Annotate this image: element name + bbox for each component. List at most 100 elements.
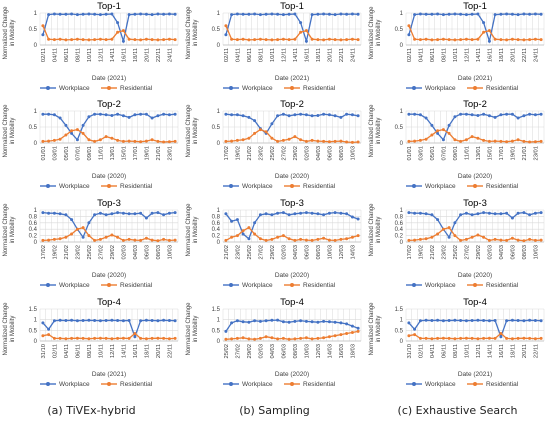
data-point-residential	[505, 336, 509, 340]
data-point-residential	[41, 24, 45, 28]
data-point-workplace	[533, 211, 537, 215]
data-point-workplace	[356, 217, 360, 221]
data-point-workplace	[424, 318, 428, 322]
x-tick-label: 21/01	[522, 146, 528, 161]
data-point-workplace	[41, 321, 45, 325]
x-tick-label: 08/11	[453, 344, 459, 358]
data-point-residential	[127, 139, 131, 143]
x-axis-label: Date (2021)	[458, 371, 492, 378]
legend-label-workplace: Workplace	[242, 85, 273, 92]
data-point-residential	[87, 138, 91, 142]
data-point-workplace	[539, 12, 543, 16]
data-point-workplace	[418, 211, 422, 215]
data-point-workplace	[407, 321, 411, 325]
legend-label-workplace: Workplace	[425, 282, 456, 289]
x-tick-label: 10/11	[98, 344, 104, 358]
legend-marker-residential	[290, 184, 294, 188]
chart-panel-top-2-b: Top-2 0 0.5 1 Normalized Change in Mobility 17…	[186, 99, 362, 190]
legend-marker-workplace	[46, 382, 50, 386]
data-point-workplace	[235, 12, 239, 16]
x-tick-label: 24/11	[533, 48, 539, 62]
data-point-residential	[93, 238, 97, 242]
data-point-workplace	[522, 12, 526, 16]
data-point-residential	[470, 38, 474, 42]
data-point-workplace	[299, 21, 303, 25]
data-point-residential	[528, 140, 532, 144]
data-point-residential	[139, 238, 143, 242]
legend-label-workplace: Workplace	[59, 85, 90, 92]
data-point-residential	[441, 227, 445, 231]
x-tick-label: 22/11	[167, 344, 173, 358]
data-point-workplace	[144, 216, 148, 220]
y-axis-label: Normalized Change	[369, 203, 375, 257]
x-tick-label: 12/03	[339, 245, 345, 260]
data-point-workplace	[253, 319, 257, 323]
data-point-workplace	[413, 327, 417, 331]
data-point-residential	[58, 237, 62, 241]
data-point-residential	[258, 237, 262, 241]
x-tick-label: 29/02	[247, 344, 253, 359]
chart-panel-top-1-c: Top-1 0 0.5 1 Normalized Change in Mobility 02…	[369, 1, 545, 92]
data-point-residential	[144, 37, 148, 41]
data-point-residential	[93, 336, 97, 340]
data-point-residential	[424, 37, 428, 41]
legend-marker-workplace	[412, 382, 416, 386]
caption-sampling: (b) Sampling	[239, 404, 310, 417]
data-point-residential	[241, 37, 245, 41]
data-point-residential	[413, 139, 417, 143]
x-tick-label: 03/01	[52, 146, 58, 161]
x-tick-label: 18/11	[499, 48, 505, 62]
data-point-workplace	[287, 12, 291, 16]
data-point-residential	[253, 232, 257, 236]
data-point-workplace	[133, 113, 137, 117]
data-point-residential	[304, 29, 308, 33]
x-tick-label: 22/11	[156, 48, 162, 62]
data-point-residential	[64, 337, 68, 341]
x-tick-label: 10/03	[533, 245, 539, 260]
data-point-residential	[413, 37, 417, 41]
data-point-residential	[345, 332, 349, 335]
x-tick-label: 29/02	[270, 245, 276, 260]
x-axis-label: Date (2020)	[275, 173, 309, 180]
data-point-residential	[322, 38, 326, 42]
legend-label-workplace: Workplace	[242, 381, 273, 388]
data-point-workplace	[430, 319, 434, 322]
data-point-residential	[110, 337, 114, 341]
legend-marker-residential	[290, 283, 294, 287]
data-point-residential	[464, 37, 468, 41]
data-point-workplace	[356, 114, 360, 118]
data-point-workplace	[104, 12, 108, 16]
data-point-workplace	[413, 211, 417, 215]
y-tick-label: 0.5	[212, 27, 221, 33]
data-point-residential	[75, 128, 79, 132]
data-point-workplace	[235, 113, 239, 117]
data-point-residential	[64, 38, 68, 42]
data-point-workplace	[304, 39, 308, 43]
data-point-residential	[293, 238, 297, 242]
data-point-residential	[156, 239, 160, 243]
data-point-workplace	[487, 114, 491, 118]
data-point-residential	[464, 138, 468, 142]
data-point-residential	[58, 336, 62, 340]
x-tick-label: 08/03	[339, 146, 345, 161]
data-point-residential	[459, 38, 463, 42]
data-point-workplace	[476, 12, 480, 16]
data-point-workplace	[235, 319, 239, 323]
x-tick-label: 10/11	[270, 48, 276, 62]
chart-title: Top-2	[280, 99, 304, 110]
data-point-residential	[493, 37, 497, 41]
data-point-residential	[281, 234, 285, 238]
data-point-residential	[304, 139, 308, 143]
data-point-workplace	[93, 213, 97, 217]
x-tick-label: 27/02	[464, 245, 470, 260]
x-tick-label: 16/11	[133, 344, 139, 358]
chart-panel-top-1-b: Top-1 0 0.5 1 Normalized Change in Mobility 02…	[186, 1, 362, 92]
x-tick-label: 13/01	[476, 146, 482, 161]
data-point-residential	[304, 238, 308, 242]
data-point-workplace	[476, 318, 480, 322]
x-tick-label: 31/10	[407, 344, 413, 359]
x-tick-label: 04/03	[316, 146, 322, 161]
data-point-workplace	[505, 112, 509, 116]
data-point-residential	[270, 336, 274, 340]
y-axis-label: Normalized Change	[3, 203, 9, 257]
